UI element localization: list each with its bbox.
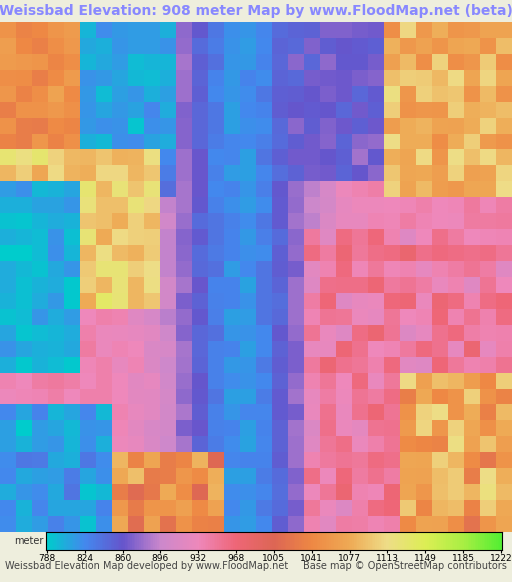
Text: Base map © OpenStreetMap contributors: Base map © OpenStreetMap contributors [303, 561, 507, 571]
Text: meter: meter [14, 536, 44, 546]
Text: Weissbad Elevation Map developed by www.FloodMap.net: Weissbad Elevation Map developed by www.… [5, 561, 288, 571]
Text: Weissbad Elevation: 908 meter Map by www.FloodMap.net (beta): Weissbad Elevation: 908 meter Map by www… [0, 4, 512, 18]
